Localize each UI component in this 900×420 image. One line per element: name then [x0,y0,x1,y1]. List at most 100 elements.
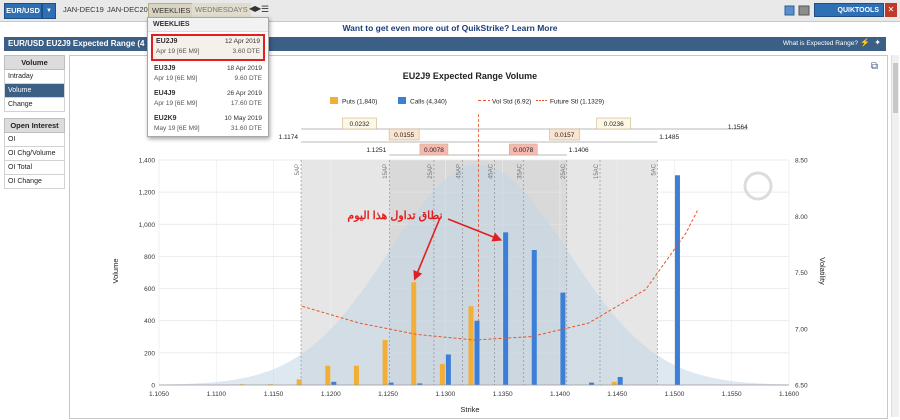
x-tick-label: 1.1150 [264,391,284,398]
list-menu-icon[interactable]: ☰ [261,4,270,14]
symbol-dropdown-icon[interactable]: ▼ [42,3,56,19]
y2-tick-label: 8.50 [795,158,808,165]
call-bar[interactable] [531,250,537,385]
promo-banner[interactable]: Want to get even more out of QuikStrike?… [342,23,558,33]
sd-label: 25AP [428,164,434,179]
print-icon [798,5,810,16]
put-bar[interactable] [268,384,274,385]
range-1sd-right-box [508,143,538,156]
legend-swatch [330,97,338,104]
x-tick-label: 1.1600 [779,391,799,398]
range-width-right-box [596,117,632,130]
y2-tick-label: 6.50 [795,383,808,390]
put-bar[interactable] [468,306,474,385]
item-code: EU2J9 [156,38,178,45]
tab-jan-dec20[interactable]: JAN-DEC20 [107,5,148,14]
expand-icon[interactable]: ⧉ [870,61,878,72]
legend-label: Puts (1,840) [342,99,377,106]
vol-std-curve [302,210,698,341]
range-2sd-left-box [388,128,420,141]
call-bar[interactable] [589,382,595,385]
scrollbar-thumb[interactable] [893,63,898,113]
put-bar[interactable] [296,379,302,385]
y-tick-label: 1,000 [139,222,156,229]
probability-bell-curve [159,164,789,385]
item-date: 10 May 2019 [224,115,262,122]
dropdown-item[interactable]: EU2K9 10 May 2019 May 19 [6E M9] 31.60 D… [151,113,265,136]
call-bar[interactable] [674,175,680,385]
put-bar[interactable] [325,365,331,385]
sidebar-item-intraday[interactable]: Intraday [4,70,65,84]
y-tick-label: 600 [144,286,155,293]
dropdown-item[interactable]: EU2J9 12 Apr 2019 Apr 19 [6E M9] 3.60 DT… [151,34,265,61]
annotation-text: نطاق تداول هذا اليوم [347,210,442,222]
close-icon[interactable]: ✕ [885,3,897,17]
item-date: 26 Apr 2019 [226,90,262,97]
top-toolbar: EUR/USD ▼ JAN-DEC19 JAN-DEC20 WEEKLIES W… [0,0,900,22]
sidebar-item-oi-total[interactable]: OI Total [4,161,65,175]
range-right-value-b: 1.1564 [728,124,748,131]
sidebar-item-oi-chg-volume[interactable]: OI Chg/Volume [4,147,65,161]
dropdown-item[interactable]: EU4J9 26 Apr 2019 Apr 19 [6E M9] 17.60 D… [151,88,265,111]
tab-wednesdays[interactable]: WEDNESDAYS [192,3,251,17]
call-bar[interactable] [474,320,480,385]
put-bar[interactable] [382,340,388,385]
sidebar: Volume Intraday Volume Change Open Inter… [4,55,65,189]
y2-tick-label: 7.00 [795,326,808,333]
put-bar[interactable] [239,384,245,385]
expected-range-chart: 5AP 15AP 25AP 45AP 45AC 35AC 25AC 15AC 5AC 1.1174… [111,71,827,414]
watermark-logo [743,171,773,201]
sidebar-oi-header: Open Interest [4,118,65,133]
call-bar[interactable] [445,354,451,385]
y-tick-label: 800 [144,254,155,261]
put-bar[interactable] [353,365,359,385]
range-2sd-right-box [549,128,580,141]
item-date: 12 Apr 2019 [224,38,260,45]
call-bar[interactable] [331,381,337,385]
prev-arrow-icon[interactable]: ◀ [249,4,256,13]
call-bar[interactable] [503,232,509,385]
scrollbar[interactable] [891,55,899,417]
x-tick-label: 1.1350 [493,391,513,398]
call-bar[interactable] [560,292,566,385]
sidebar-item-oi[interactable]: OI [4,133,65,147]
range-1sd-right: 0.0078 [513,147,533,154]
x-axis-label: Strike [460,405,479,414]
call-bar[interactable] [417,383,423,385]
x-tick-label: 1.1200 [321,391,341,398]
panel-title-bar: EUR/USD EU2J9 Expected Range (4 What is … [4,37,886,51]
sd-label: 45AP [457,164,463,179]
sidebar-item-volume[interactable]: Volume [4,84,65,98]
tab-jan-dec19[interactable]: JAN-DEC19 [63,5,104,14]
item-code: EU2K9 [154,115,177,122]
range-inner-right-value: 1.1406 [569,147,589,154]
call-bar[interactable] [617,376,623,385]
symbol-button[interactable]: EUR/USD [4,3,42,19]
x-tick-label: 1.1450 [607,391,627,398]
export-icons[interactable] [784,4,812,18]
y-axis-label: Volume [111,258,120,283]
help-link[interactable]: What is Expected Range? [782,40,858,47]
dropdown-item[interactable]: EU3J9 18 Apr 2019 Apr 19 [6E M9] 9.60 DT… [151,63,265,86]
legend-swatch [398,97,406,104]
twitter-icon[interactable]: ✦ [874,38,881,47]
sidebar-item-oi-change[interactable]: OI Change [4,175,65,189]
sidebar-volume-header: Volume [4,55,65,70]
chart-title: EU2J9 Expected Range Volume [403,71,537,81]
next-arrow-icon[interactable]: ▶ [255,4,262,13]
quicktools-button[interactable]: QUIKTOOLS [814,3,884,17]
call-bar[interactable] [388,382,394,385]
item-dte: 3.60 DTE [232,48,260,55]
sd-label: 45AC [489,163,495,179]
x-tick-label: 1.1050 [149,391,169,398]
sidebar-item-change[interactable]: Change [4,98,65,112]
put-bar[interactable] [611,381,617,385]
x-tick-label: 1.1300 [435,391,455,398]
y2-tick-label: 7.50 [795,270,808,277]
legend-label: Vol Std (6.92) [492,99,531,106]
put-bar[interactable] [439,364,445,385]
weeklies-dropdown: WEEKLIES EU2J9 12 Apr 2019 Apr 19 [6E M9… [147,17,269,137]
range-inner-left-value: 1.1251 [366,147,386,154]
put-bar[interactable] [411,282,417,385]
share-icon[interactable]: ⚡ [860,38,870,47]
